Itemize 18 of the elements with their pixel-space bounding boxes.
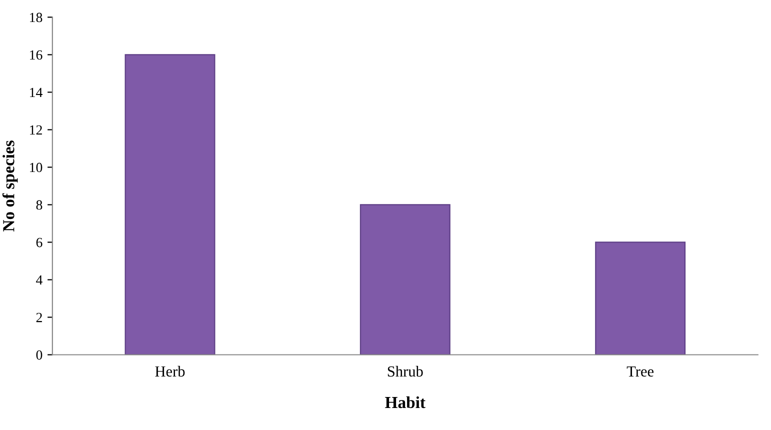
y-tick-label: 8 xyxy=(36,200,42,210)
bar xyxy=(360,204,450,355)
x-tick-label: Herb xyxy=(155,366,185,377)
y-tick-label: 12 xyxy=(30,125,42,135)
y-tick-label: 14 xyxy=(30,88,42,98)
y-tick-label: 2 xyxy=(36,312,42,322)
y-tick-label: 6 xyxy=(36,238,42,248)
y-tick-label: 18 xyxy=(30,12,42,22)
bar xyxy=(124,54,216,355)
x-axis-title: Habit xyxy=(385,396,426,408)
y-axis-title: No of species xyxy=(2,140,18,232)
y-tick-label: 4 xyxy=(36,275,42,285)
x-tick-label: Shrub xyxy=(388,366,423,377)
x-tick-label: Tree xyxy=(626,366,654,377)
y-tick-label: 16 xyxy=(30,50,42,60)
bar xyxy=(595,242,686,355)
y-tick-label: 10 xyxy=(30,162,42,172)
y-tick-label: 0 xyxy=(36,350,42,360)
